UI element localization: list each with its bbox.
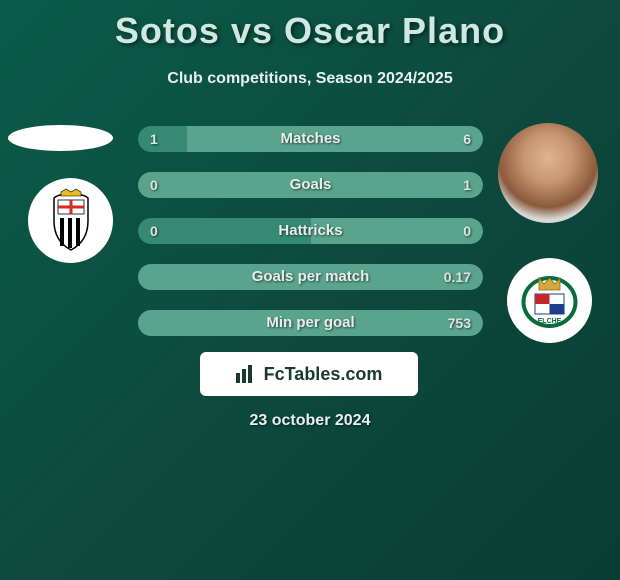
stat-right-value: 6 [463,126,471,152]
stat-right-value: 753 [448,310,471,336]
stat-label: Goals [138,172,483,198]
right-club-badge: ELCHE [507,258,592,343]
fctables-logo[interactable]: FcTables.com [200,352,418,396]
shield-icon [36,186,106,256]
stat-right-value: 0.17 [444,264,471,290]
stats-panel: 1 Matches 6 0 Goals 1 0 Hattricks 0 Goal… [138,126,483,356]
bar-chart-icon [236,365,258,383]
subtitle: Club competitions, Season 2024/2025 [8,70,612,88]
stat-right-value: 0 [463,218,471,244]
svg-text:ELCHE: ELCHE [538,318,562,325]
stat-label: Min per goal [138,310,483,336]
stat-row-gpm: Goals per match 0.17 [138,264,483,290]
stat-row-hattricks: 0 Hattricks 0 [138,218,483,244]
stat-label: Goals per match [138,264,483,290]
logo-text: FcTables.com [264,364,383,385]
date-label: 23 october 2024 [0,412,620,430]
page-title: Sotos vs Oscar Plano [8,10,612,52]
left-player-placeholder [8,125,113,151]
stat-right-value: 1 [463,172,471,198]
stat-row-matches: 1 Matches 6 [138,126,483,152]
right-player-photo [498,123,598,223]
stat-label: Hattricks [138,218,483,244]
stat-row-goals: 0 Goals 1 [138,172,483,198]
stat-label: Matches [138,126,483,152]
elche-badge-icon: ELCHE [517,268,582,333]
stat-row-mpg: Min per goal 753 [138,310,483,336]
left-club-badge [28,178,113,263]
